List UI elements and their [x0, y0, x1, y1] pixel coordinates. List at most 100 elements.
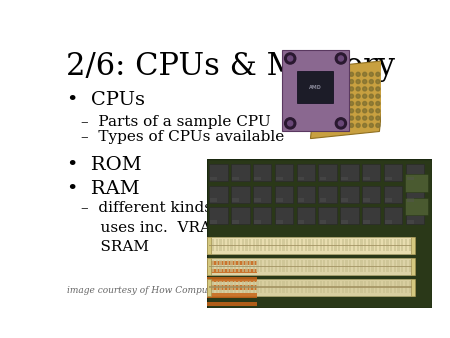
Bar: [346, 260, 348, 272]
Bar: [267, 260, 270, 272]
Circle shape: [376, 72, 380, 76]
Bar: [319, 186, 337, 203]
Bar: [238, 260, 240, 272]
Circle shape: [350, 79, 354, 83]
Bar: [372, 239, 374, 251]
Bar: [320, 260, 322, 272]
Bar: [216, 281, 218, 293]
Circle shape: [316, 87, 320, 91]
Bar: [331, 239, 333, 251]
Text: AMD: AMD: [309, 85, 321, 90]
Bar: [219, 239, 221, 251]
Bar: [349, 239, 351, 251]
Bar: [279, 260, 281, 272]
Bar: [260, 281, 262, 293]
Bar: [342, 177, 348, 180]
Bar: [327, 260, 329, 272]
Bar: [286, 239, 288, 251]
Bar: [219, 281, 221, 293]
Bar: [249, 260, 251, 272]
Bar: [364, 239, 366, 251]
Circle shape: [316, 72, 320, 76]
Bar: [207, 279, 211, 296]
Bar: [208, 281, 211, 293]
Bar: [256, 281, 259, 293]
Circle shape: [323, 109, 327, 113]
Text: –  Types of CPUs available: – Types of CPUs available: [81, 130, 284, 144]
Bar: [293, 281, 296, 293]
Bar: [207, 279, 414, 296]
Circle shape: [369, 87, 374, 91]
Bar: [363, 220, 370, 223]
Bar: [256, 260, 259, 272]
Bar: [401, 281, 404, 293]
Circle shape: [284, 118, 296, 129]
Bar: [360, 239, 363, 251]
Bar: [362, 186, 380, 203]
Circle shape: [336, 101, 340, 105]
Bar: [409, 239, 411, 251]
Bar: [349, 281, 351, 293]
Bar: [338, 260, 340, 272]
Bar: [301, 239, 303, 251]
Circle shape: [323, 123, 327, 127]
Bar: [320, 198, 326, 202]
Bar: [340, 164, 359, 181]
Bar: [264, 239, 266, 251]
Circle shape: [376, 109, 380, 113]
Circle shape: [350, 116, 354, 120]
Bar: [211, 177, 217, 180]
Bar: [363, 177, 370, 180]
Bar: [368, 239, 370, 251]
Text: •  RAM: • RAM: [67, 180, 140, 198]
Bar: [405, 239, 407, 251]
Bar: [342, 281, 344, 293]
Bar: [406, 164, 424, 181]
Bar: [271, 260, 274, 272]
Bar: [242, 239, 244, 251]
Bar: [401, 239, 404, 251]
Bar: [254, 198, 261, 202]
Circle shape: [369, 109, 374, 113]
Bar: [407, 177, 414, 180]
Bar: [238, 281, 240, 293]
Bar: [298, 177, 304, 180]
Circle shape: [343, 72, 347, 76]
Bar: [390, 260, 392, 272]
Bar: [394, 260, 396, 272]
Bar: [385, 220, 392, 223]
Bar: [356, 281, 359, 293]
Bar: [323, 281, 325, 293]
Bar: [342, 220, 348, 223]
Bar: [379, 260, 381, 272]
Bar: [260, 260, 262, 272]
Bar: [260, 239, 262, 251]
Bar: [375, 239, 378, 251]
Bar: [209, 266, 412, 267]
Bar: [207, 301, 256, 306]
Circle shape: [376, 116, 380, 120]
Bar: [290, 260, 292, 272]
Bar: [283, 281, 284, 293]
Bar: [308, 260, 310, 272]
Circle shape: [336, 94, 340, 98]
Bar: [227, 281, 229, 293]
Bar: [232, 198, 239, 202]
Bar: [223, 260, 225, 272]
Bar: [305, 239, 307, 251]
Circle shape: [363, 72, 367, 76]
Bar: [338, 239, 340, 251]
Circle shape: [376, 79, 380, 83]
Bar: [320, 177, 326, 180]
Bar: [346, 239, 348, 251]
Bar: [356, 260, 359, 272]
Circle shape: [316, 94, 320, 98]
Bar: [254, 220, 261, 223]
Bar: [212, 260, 214, 272]
Bar: [207, 237, 414, 254]
Circle shape: [363, 87, 367, 91]
Circle shape: [336, 109, 340, 113]
Bar: [297, 281, 300, 293]
Bar: [207, 285, 256, 290]
Bar: [320, 220, 326, 223]
